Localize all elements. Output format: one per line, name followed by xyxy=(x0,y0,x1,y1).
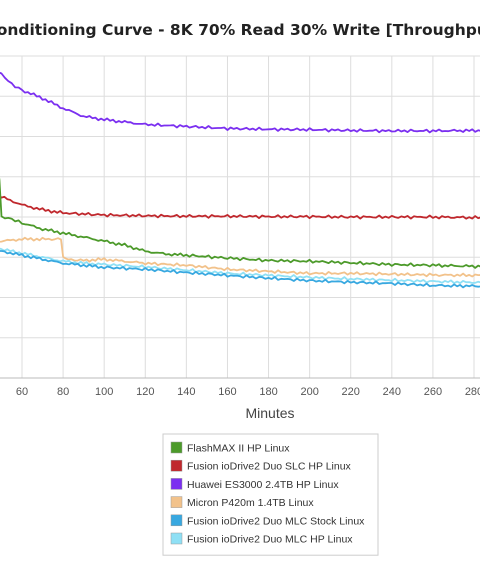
x-tick-label: 160 xyxy=(218,386,236,398)
legend-swatch xyxy=(170,496,183,508)
legend-swatch xyxy=(170,478,183,490)
x-axis-label: Minutes xyxy=(245,405,294,421)
x-tick-label: 220 xyxy=(342,386,360,398)
x-tick-label: 240 xyxy=(383,386,401,398)
x-tick-label: 260 xyxy=(424,386,442,398)
legend-label: Fusion ioDrive2 Duo SLC HP Linux xyxy=(187,461,352,473)
x-tick-label: 200 xyxy=(300,386,318,398)
legend-label: Huawei ES3000 2.4TB HP Linux xyxy=(187,479,339,491)
legend: FlashMAX II HP Linux Fusion ioDrive2 Duo … xyxy=(162,433,379,556)
series-line-2 xyxy=(0,71,480,134)
chart-title: Preconditioning Curve - 8K 70% Read 30% … xyxy=(0,21,480,39)
x-tick-label: 120 xyxy=(136,386,154,398)
legend-label: Fusion ioDrive2 Duo MLC HP Linux xyxy=(187,534,353,546)
series-line-3 xyxy=(0,236,480,278)
legend-box xyxy=(162,433,379,556)
series-lines xyxy=(0,71,480,289)
legend-label: Micron P420m 1.4TB Linux xyxy=(187,497,314,509)
x-tick-label: 100 xyxy=(95,386,113,398)
x-tick-label: 60 xyxy=(16,386,28,398)
series-line-1 xyxy=(0,195,480,220)
legend-label: FlashMAX II HP Linux xyxy=(187,443,290,455)
legend-swatch xyxy=(170,441,183,454)
series-line-5 xyxy=(0,247,480,285)
series-line-0 xyxy=(0,177,480,269)
x-tick-label: 80 xyxy=(57,386,69,398)
x-tick-label: 180 xyxy=(259,386,277,398)
series-line-4 xyxy=(0,250,480,289)
legend-swatch xyxy=(170,532,183,545)
x-tick-label: 140 xyxy=(177,386,195,398)
legend-swatch xyxy=(170,459,183,472)
legend-label: Fusion ioDrive2 Duo MLC Stock Linux xyxy=(187,515,365,527)
legend-swatch xyxy=(170,514,183,527)
x-tick-label: 280 xyxy=(465,386,480,398)
x-axis-ticks: 60 80 100 120 140 160 180 200 220 240 260 280 xyxy=(16,386,480,398)
